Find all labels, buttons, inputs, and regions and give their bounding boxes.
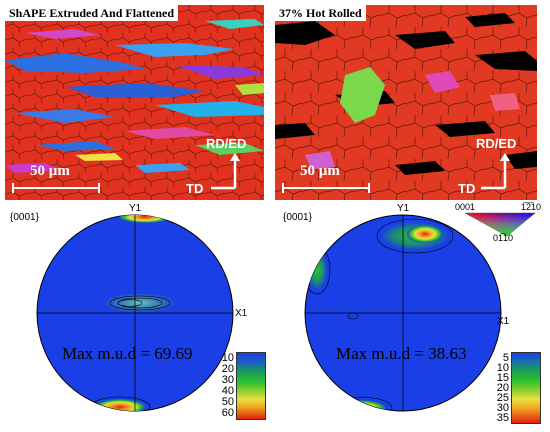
- td-label: TD: [458, 181, 476, 196]
- ebsd-map-hot-rolled-image: [275, 5, 537, 200]
- rd-ed-label: RD/ED: [206, 136, 247, 151]
- colorbar-label: 20: [221, 363, 234, 375]
- scale-bar-label: 50 µm: [300, 163, 340, 179]
- colorbar-label: 30: [221, 374, 234, 386]
- axis-arrows: [211, 153, 240, 190]
- colorbar-label: 25: [496, 392, 509, 404]
- pole-figure-hot-rolled: {0001}: [275, 200, 550, 432]
- ipf-triangle: [464, 212, 536, 237]
- ebsd-map-extruded: ShAPE Extruded And Flattened 50 µm RD/ED…: [5, 5, 264, 200]
- ipf-key-1210: 1̅2̅10: [521, 202, 542, 212]
- rd-ed-label: RD/ED: [476, 136, 517, 151]
- map-title: 37% Hot Rolled: [275, 5, 366, 21]
- axis-arrows: [481, 153, 510, 190]
- scale-bar: [282, 183, 370, 193]
- colorbar-label: 40: [221, 385, 234, 397]
- ebsd-map-hot-rolled: 37% Hot Rolled 50 µm RD/ED TD: [275, 5, 537, 200]
- colorbar-label: 20: [496, 382, 509, 394]
- colorbar-label: 5: [502, 352, 509, 364]
- max-mud-label: Max m.u.d = 38.63: [336, 344, 467, 363]
- pole-figure-extruded: {0001}: [0, 200, 275, 432]
- colorbar-label: 35: [496, 412, 509, 424]
- colorbar-label: 60: [221, 407, 234, 419]
- scale-bar-label: 50 µm: [30, 163, 70, 179]
- map-title: ShAPE Extruded And Flattened: [5, 5, 179, 21]
- y-axis-label: Y1: [129, 203, 142, 214]
- ipf-key-0110: 01̅10: [493, 233, 514, 243]
- pole-figure-plot: [304, 214, 502, 412]
- pole-figure-plot: [36, 214, 234, 412]
- scale-bar: [12, 183, 100, 193]
- x-axis-label: X1: [235, 308, 248, 319]
- y-axis-label: Y1: [397, 203, 410, 214]
- colorbar-label: 10: [496, 362, 509, 374]
- plane-label: {0001}: [283, 212, 312, 223]
- max-mud-label: Max m.u.d = 69.69: [62, 344, 193, 363]
- colorbar-label: 15: [496, 372, 509, 384]
- ipf-color-key: 0001 1̅2̅10 01̅10: [455, 202, 545, 243]
- x-axis-label: X1: [497, 316, 510, 327]
- ebsd-map-extruded-image: [5, 5, 264, 200]
- colorbar-label: 10: [221, 352, 234, 364]
- colorbar-label: 30: [496, 402, 509, 414]
- colorbar-label: 50: [221, 396, 234, 408]
- td-label: TD: [186, 181, 204, 196]
- plane-label: {0001}: [10, 212, 39, 223]
- ipf-key-0001: 0001: [455, 202, 476, 212]
